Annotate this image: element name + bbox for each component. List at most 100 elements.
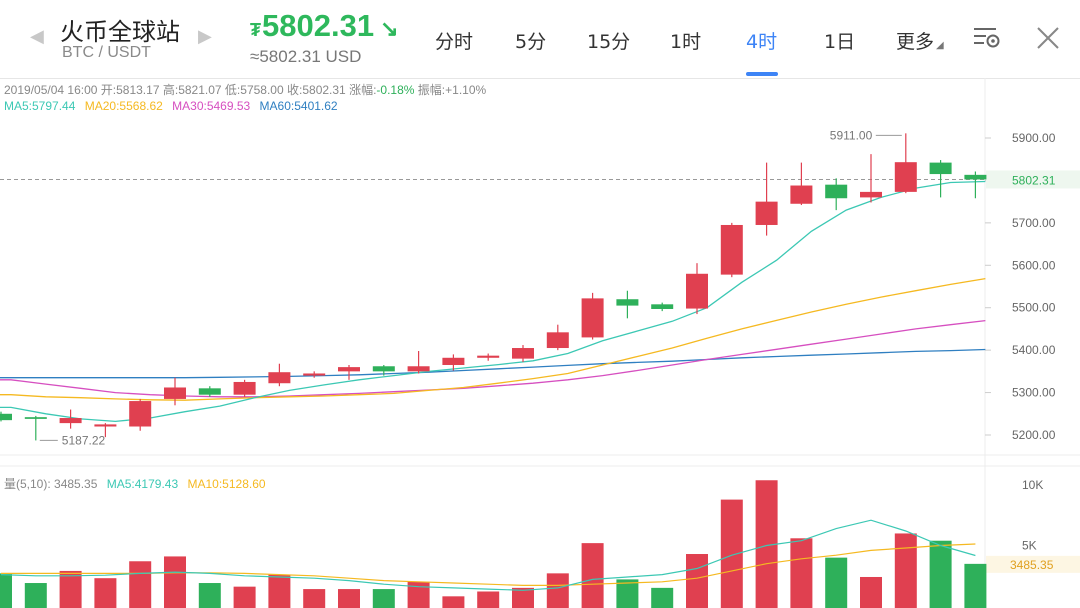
high-marker-label: 5911.00 [830,128,873,142]
chevron-left-icon[interactable]: ◀ [30,26,44,47]
close-icon[interactable] [1036,26,1060,50]
active-tab-indicator [746,72,778,76]
candle-body [164,387,186,399]
tab-4hour[interactable]: 4时 [746,31,778,53]
ohlc-low-label: 低: [225,83,240,97]
currency-symbol: ₮ [250,20,261,40]
settings-icon[interactable] [972,24,1002,52]
candle-body [442,357,465,365]
volume-bar [442,596,465,608]
header: ◀ 火币全球站 BTC / USDT ▶ ₮5802.31 ↘ ≈5802.31 … [0,0,1080,79]
ohlc-close: 5802.31 [302,83,346,97]
volume-bar [407,581,430,608]
price-tick-label: 5400.00 [1012,343,1056,357]
volume-bar [338,589,360,608]
volume-axis: 10K 5K 3485.35 [986,478,1080,573]
volume-bar [24,583,47,608]
price-axis: 5900.005800.005700.005600.005500.005400.… [0,131,1080,442]
volume-ma-lines [0,519,976,591]
tab-timeshare[interactable]: 分时 [435,31,474,53]
volume-bar [720,499,743,608]
ohlc-change: -0.18% [376,83,414,97]
candle-body [268,372,291,384]
volume-bar [59,570,82,608]
volume-current-tag [986,555,1080,573]
vol_ma5-line [0,519,976,591]
volume-bar [790,538,813,608]
caret-icon: ◢ [936,40,944,51]
moving-average-lines [0,180,986,423]
volume-bar [233,586,256,608]
volume-ma10-label: MA10:5128.60 [187,477,265,491]
price-tick-label: 5500.00 [1012,301,1056,315]
volume-info: 量(5,10): 3485.35 MA5:4179.43 MA10:5128.6… [4,477,266,491]
volume-bar [546,573,569,608]
volume-bar [581,543,604,608]
volume-bar [755,480,778,608]
volume-bar [894,533,917,608]
candle-body [338,367,360,372]
ohlc-high: 5821.07 [178,83,222,97]
ma-info: MA5:5797.44 MA20:5568.62 MA30:5469.53 MA… [4,99,338,113]
chevron-right-icon[interactable]: ▶ [198,26,212,47]
candle-body [651,304,674,309]
price-tick-label: 5700.00 [1012,216,1056,230]
volume-bar [129,561,152,608]
volume-tick-label: 10K [1022,478,1043,492]
price-value: 5802.31 [262,8,375,43]
volume-current-label: 3485.35 [1010,558,1054,572]
price-usd: ≈5802.31 USD [250,47,362,66]
price-tick-label: 5200.00 [1012,428,1056,442]
tab-more[interactable]: 更多 ◢ [896,27,944,54]
candle-body [720,224,743,275]
candle-body [894,162,917,192]
price-markers: 5911.00 5187.22 [39,128,902,447]
candle-body [407,366,430,372]
volume-bar [651,587,674,608]
volume-bar [686,554,708,608]
ma5-label: MA5:5797.44 [4,99,76,113]
ma60-line [0,348,986,379]
tab-15min[interactable]: 15分 [587,31,631,53]
candle-body [129,401,152,427]
volume-bars [0,480,987,608]
ma60-label: MA60:5401.62 [260,99,338,113]
candle-body [0,413,12,421]
volume-bar [198,583,221,608]
volume-bar [929,540,952,608]
candle-body [59,418,82,424]
volume-bar [964,563,987,608]
ma20-line [0,277,986,401]
candle-body [94,424,117,427]
price-down-arrow-icon: ↘ [380,16,399,41]
ohlc-amplitude: +1.10% [445,83,486,97]
volume-bar [268,574,291,608]
candle-body [964,174,987,180]
candlestick-chart[interactable]: 2019/05/04 16:00 开:5813.17 高:5821.07 低:5… [0,78,1080,608]
candle-body [24,417,47,419]
candle-body [616,299,639,306]
tab-1day[interactable]: 1日 [824,31,856,53]
ohlc-amplitude-label: 振幅: [418,82,445,97]
candle-body [477,355,500,358]
price-tick-label: 5300.00 [1012,386,1056,400]
candle-body [198,388,221,395]
candle-body [825,184,848,199]
ohlc-open: 5813.17 [116,83,160,97]
price-tick-label: 5900.00 [1012,131,1056,145]
candle-body [512,348,534,359]
volume-tick-label: 5K [1022,539,1037,553]
candle-body [860,191,882,198]
volume-bar [477,591,500,608]
tab-5min[interactable]: 5分 [515,31,547,53]
volume-bar [164,556,186,608]
candle-body [686,273,708,309]
candle-body [581,298,604,338]
tab-1hour[interactable]: 1时 [670,31,702,53]
ohlc-open-label: 开: [101,83,116,97]
ohlc-change-label: 涨幅: [349,82,376,97]
ma30-line [0,319,986,398]
candle-body [755,201,778,225]
ma30-label: MA30:5469.53 [172,99,250,113]
volume-bar [616,579,639,608]
